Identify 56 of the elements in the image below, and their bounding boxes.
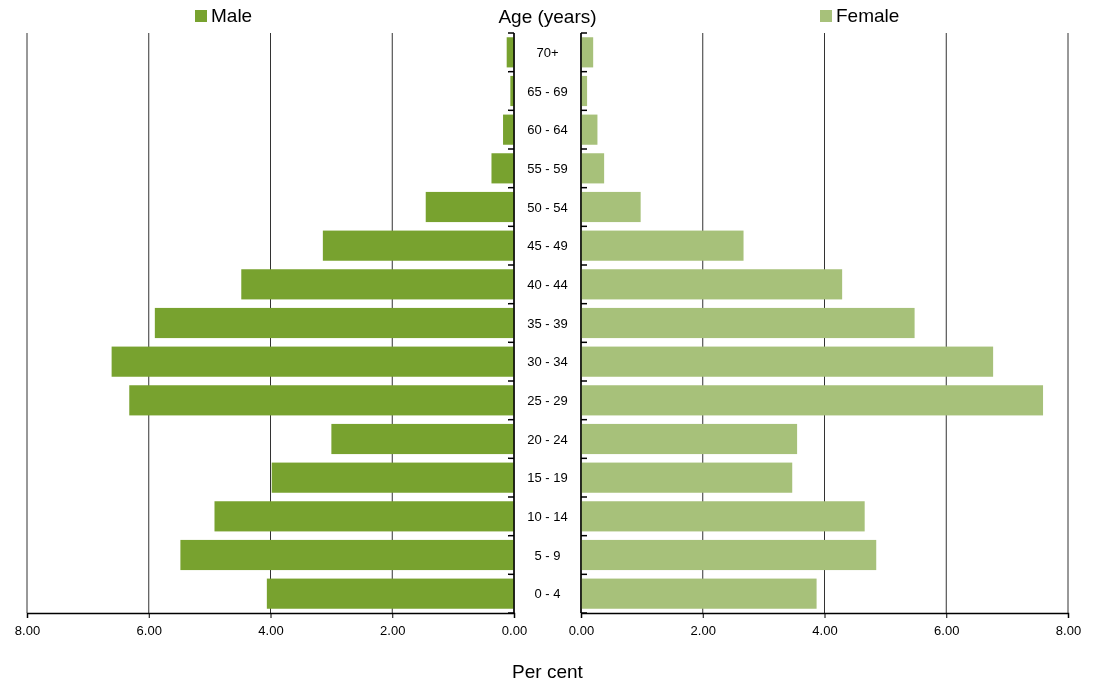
bar [581, 539, 877, 571]
y-tick-label: 60 - 64 [527, 122, 568, 138]
bar [581, 191, 641, 223]
bar [271, 462, 514, 493]
y-tick-label: 30 - 34 [527, 354, 568, 370]
bar [503, 114, 514, 145]
bar [581, 153, 605, 184]
bar [425, 191, 514, 223]
bar [111, 346, 514, 377]
bar [581, 385, 1044, 416]
bar [581, 346, 994, 377]
bar [581, 37, 594, 68]
x-tick-label: 2.00 [690, 623, 716, 639]
bar [491, 153, 514, 184]
x-tick-label: 8.00 [1055, 623, 1082, 639]
x-tick-label: 6.00 [136, 623, 162, 639]
y-tick-label: 20 - 24 [527, 431, 568, 447]
bar [581, 578, 817, 609]
y-tick-label: 50 - 54 [527, 199, 568, 215]
x-tick-label: 0.00 [568, 623, 595, 639]
y-tick-label: 70+ [536, 44, 559, 60]
x-tick-label: 0.00 [501, 623, 528, 639]
bar [154, 307, 514, 339]
bar [581, 307, 915, 339]
y-tick-label: 40 - 44 [527, 276, 568, 292]
x-tick-label: 2.00 [380, 623, 406, 639]
bar [322, 230, 514, 261]
x-tick-label: 6.00 [934, 623, 960, 639]
bar [581, 462, 793, 493]
x-axis-title: Per cent [512, 661, 584, 682]
y-tick-label: 10 - 14 [527, 508, 568, 524]
y-tick-label: 0 - 4 [534, 586, 561, 602]
y-tick-label: 25 - 29 [527, 392, 568, 408]
y-tick-label: 45 - 49 [527, 238, 568, 254]
bar [129, 385, 514, 416]
y-tick-label: 15 - 19 [527, 470, 568, 486]
x-tick-label: 4.00 [258, 623, 284, 639]
bar [214, 501, 514, 532]
bar [581, 501, 865, 532]
bar [581, 230, 744, 261]
x-tick-label: 4.00 [812, 623, 838, 639]
y-tick-label: 35 - 39 [527, 315, 568, 331]
legend-label: Male [211, 5, 253, 26]
bar [581, 423, 798, 455]
bar [266, 578, 514, 609]
bar [241, 269, 514, 300]
bar [581, 269, 843, 300]
legend-label: Female [836, 5, 900, 26]
bar [581, 114, 598, 145]
bar [331, 423, 514, 455]
y-tick-label: 55 - 59 [527, 160, 568, 176]
bar [180, 539, 514, 571]
x-tick-label: 8.00 [14, 623, 41, 639]
y-axis-title: Age (years) [498, 6, 597, 27]
y-tick-label: 5 - 9 [534, 547, 561, 563]
y-tick-label: 65 - 69 [527, 83, 568, 99]
